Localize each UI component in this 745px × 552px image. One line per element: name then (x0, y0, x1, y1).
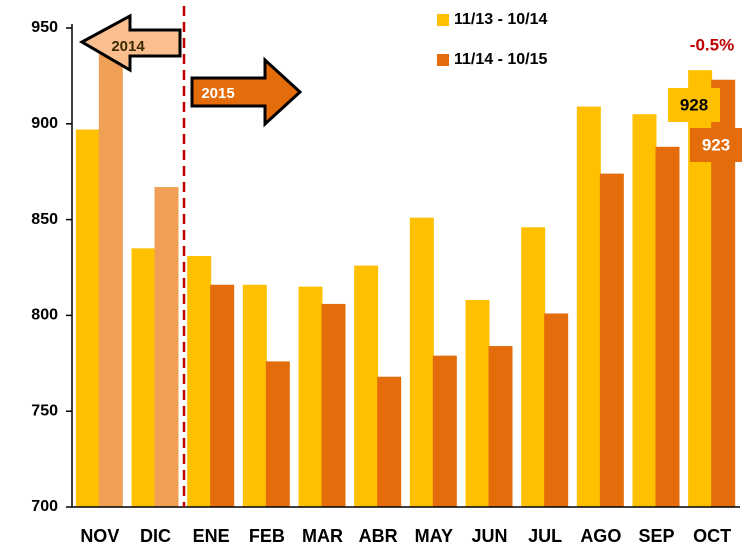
y-tick-label: 900 (31, 115, 58, 132)
bar (599, 173, 624, 507)
x-tick-label: FEB (249, 526, 285, 546)
bar (298, 286, 323, 507)
x-tick-label: AGO (580, 526, 621, 546)
annotation: -0.5% (690, 35, 734, 54)
value-label-box (668, 88, 720, 122)
y-tick-label: 750 (31, 402, 58, 419)
x-tick-label: NOV (80, 526, 119, 546)
bar (432, 355, 457, 507)
bar (265, 361, 290, 507)
x-tick-label: MAR (302, 526, 343, 546)
bar (242, 284, 267, 507)
bar (75, 129, 100, 507)
x-tick-label: ENE (193, 526, 230, 546)
bar (98, 37, 123, 508)
x-tick-label: MAY (415, 526, 453, 546)
bar (131, 248, 156, 507)
y-tick-label: 800 (31, 307, 58, 324)
value-label: 923 (702, 135, 730, 154)
legend-swatch (437, 54, 449, 66)
annotation: 2015 (201, 85, 234, 102)
bar (377, 376, 402, 507)
x-tick-label: ABR (359, 526, 398, 546)
x-tick-label: OCT (693, 526, 731, 546)
bar (409, 217, 434, 507)
bar (655, 146, 680, 508)
arrow-2015 (190, 56, 303, 128)
y-tick-label: 700 (31, 498, 58, 515)
bar (210, 284, 235, 507)
y-tick-label: 950 (31, 19, 58, 36)
legend-label: 11/13 - 10/14 (454, 11, 548, 28)
bar (632, 114, 657, 507)
value-label: 928 (680, 95, 708, 114)
x-tick-label: SEP (638, 526, 674, 546)
bar (576, 106, 601, 507)
value-label-box (690, 128, 742, 162)
bar (187, 256, 212, 507)
bar (488, 346, 513, 507)
arrow-2014 (78, 13, 182, 73)
x-tick-label: JUL (528, 526, 562, 546)
bar (465, 300, 490, 507)
annotation: 2014 (111, 38, 145, 55)
x-tick-label: JUN (471, 526, 507, 546)
bar (154, 187, 179, 507)
legend-label: 11/14 - 10/15 (454, 51, 548, 68)
bar (321, 303, 346, 507)
y-tick-label: 850 (31, 211, 58, 228)
bar (521, 227, 546, 507)
x-tick-label: DIC (140, 526, 171, 546)
bar (544, 313, 569, 507)
bar (354, 265, 379, 507)
legend-swatch (437, 14, 449, 26)
